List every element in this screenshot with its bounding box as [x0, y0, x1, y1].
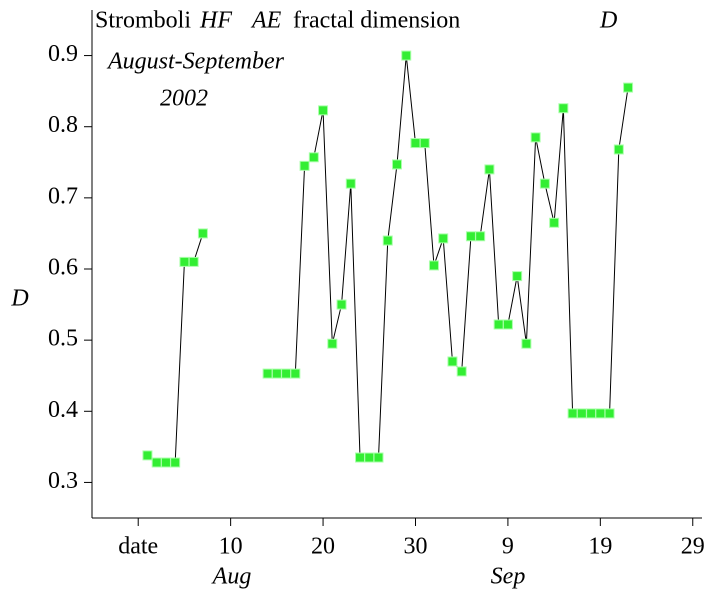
data-point — [262, 368, 273, 379]
x-tick-label: 20 — [311, 534, 335, 560]
data-point — [179, 256, 190, 267]
data-point — [539, 178, 550, 189]
y-tick-label: 0.8 — [48, 112, 78, 138]
data-point — [549, 217, 560, 228]
x-tick-label: 29 — [681, 534, 705, 560]
data-point — [299, 160, 310, 171]
x-tick-label: 19 — [588, 534, 612, 560]
data-point — [419, 138, 430, 149]
data-point — [290, 368, 301, 379]
data-line — [147, 55, 629, 464]
data-point — [373, 452, 384, 463]
subtitle: 2002 — [160, 86, 208, 112]
data-point — [623, 82, 634, 93]
y-axis-label: D — [10, 286, 28, 312]
data-point — [392, 159, 402, 170]
data-point — [151, 457, 162, 468]
x-tick-label: 9 — [502, 534, 514, 560]
data-point — [493, 319, 504, 330]
x-tick-label: 10 — [219, 534, 243, 560]
subtitle: August-September — [106, 49, 285, 75]
data-point — [197, 228, 208, 239]
data-point — [160, 457, 171, 468]
data-point — [576, 408, 587, 419]
chart-title: D — [599, 8, 617, 34]
y-tick-label: 0.3 — [48, 468, 78, 494]
data-point — [512, 271, 523, 282]
chart-title: fractal dimension — [293, 8, 460, 34]
data-point — [438, 233, 449, 244]
data-point — [567, 408, 578, 419]
month-label: Sep — [491, 564, 526, 590]
y-tick-label: 0.7 — [48, 183, 78, 209]
chart-title: Stromboli — [95, 8, 191, 34]
chart-title: HF — [199, 8, 232, 34]
data-point — [484, 164, 495, 175]
data-point — [281, 368, 292, 379]
data-point — [447, 356, 458, 367]
data-point — [558, 103, 569, 114]
data-point — [428, 260, 439, 271]
data-point — [465, 231, 476, 242]
y-tick-label: 0.5 — [48, 326, 78, 352]
data-point — [521, 338, 532, 349]
data-point — [595, 408, 606, 419]
data-point — [502, 319, 513, 330]
data-point — [364, 452, 375, 463]
data-point — [530, 132, 541, 143]
data-point — [456, 366, 467, 377]
data-point — [382, 235, 393, 246]
data-point — [308, 152, 319, 163]
data-point — [318, 105, 329, 116]
y-tick-label: 0.9 — [48, 41, 78, 67]
data-point — [336, 299, 347, 310]
data-point — [475, 231, 486, 242]
y-tick-label: 0.4 — [48, 397, 78, 423]
data-point — [271, 368, 282, 379]
data-point — [327, 338, 338, 349]
data-point — [410, 138, 421, 149]
data-point — [355, 452, 366, 463]
data-point — [188, 256, 199, 267]
x-tick-label: date — [118, 534, 158, 560]
data-point — [401, 50, 412, 61]
data-point — [604, 408, 615, 419]
month-label: Aug — [211, 564, 252, 590]
data-point — [613, 144, 624, 155]
data-point — [170, 457, 181, 468]
data-point — [586, 408, 597, 419]
data-point — [345, 178, 356, 189]
chart-title: AE — [250, 8, 282, 34]
data-point — [142, 450, 153, 461]
y-tick-label: 0.6 — [48, 255, 78, 281]
x-tick-label: 30 — [403, 534, 427, 560]
